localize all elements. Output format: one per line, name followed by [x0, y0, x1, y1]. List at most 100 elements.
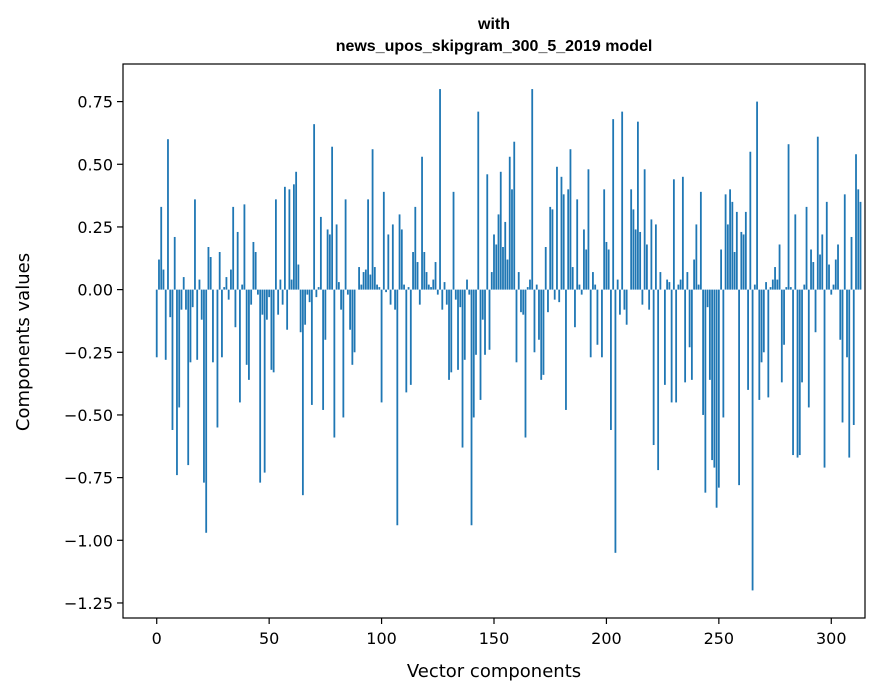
- bar-156: [506, 259, 509, 290]
- y-axis-label: Components values: [13, 253, 34, 431]
- bar-72: [317, 287, 320, 290]
- bar-136: [461, 289, 464, 448]
- bar-266: [753, 284, 756, 290]
- bar-255: [729, 189, 731, 290]
- bar-164: [524, 289, 527, 438]
- bar-286: [798, 289, 801, 456]
- bar-127: [441, 289, 444, 310]
- bar-21: [203, 289, 205, 483]
- bar-100: [380, 289, 383, 403]
- bar-193: [589, 289, 592, 358]
- y-tick-label: −0.25: [64, 343, 113, 362]
- bar-48: [263, 289, 266, 473]
- y-tick-label: −0.75: [64, 469, 113, 488]
- bar-237: [688, 289, 691, 348]
- bar-300: [830, 289, 833, 295]
- bar-105: [391, 224, 394, 290]
- bar-66: [304, 289, 307, 325]
- bar-248: [713, 289, 716, 468]
- bar-228: [668, 282, 671, 290]
- bar-118: [421, 156, 423, 290]
- bar-14: [187, 289, 190, 466]
- bar-208: [623, 289, 626, 310]
- bar-183: [567, 189, 570, 290]
- bar-244: [704, 289, 707, 493]
- x-tick-label: 300: [816, 629, 847, 648]
- bar-57: [283, 186, 286, 290]
- bar-110: [403, 284, 405, 290]
- bar-104: [389, 289, 392, 305]
- bar-79: [333, 289, 336, 438]
- bar-232: [677, 284, 680, 290]
- bar-71: [315, 289, 318, 298]
- bar-32: [227, 289, 230, 300]
- y-tick-label: −1.00: [64, 531, 113, 550]
- bar-271: [765, 282, 767, 290]
- y-axis: 0.75 0.50 0.25 0.00 −0.25 −0.50 −0.75 −1.00 −1.2…: [64, 93, 123, 613]
- bar-31: [225, 277, 228, 290]
- bar-137: [463, 289, 466, 360]
- bar-226: [663, 289, 666, 385]
- bar-276: [776, 279, 779, 290]
- bar-262: [744, 211, 747, 290]
- bar-46: [259, 289, 262, 483]
- y-tick-label: 0.25: [77, 218, 113, 237]
- bar-297: [823, 289, 826, 468]
- bar-305: [841, 289, 844, 423]
- bar-93: [364, 269, 367, 290]
- y-tick-label: −0.50: [64, 406, 113, 425]
- bar-142: [475, 289, 477, 355]
- bar-90: [358, 267, 360, 290]
- bar-177: [553, 289, 556, 300]
- x-tick-label: 200: [591, 629, 622, 648]
- chart-title-line-1: with: [477, 16, 510, 33]
- bar-17: [194, 199, 196, 290]
- bar-24: [209, 257, 212, 290]
- bar-28: [218, 252, 221, 290]
- bar-59: [288, 189, 291, 290]
- bar-231: [675, 289, 678, 403]
- bar-186: [574, 289, 576, 328]
- bar-200: [605, 241, 608, 290]
- bar-120: [425, 272, 428, 290]
- x-tick-label: 250: [704, 629, 735, 648]
- bar-9: [176, 289, 178, 476]
- bar-302: [834, 259, 837, 290]
- bar-179: [558, 289, 561, 303]
- bar-16: [191, 289, 194, 308]
- x-axis: 0 50 100 150 200 250 300: [152, 618, 847, 648]
- bar-220: [650, 219, 653, 290]
- bar-195: [594, 284, 597, 290]
- bar-158: [511, 189, 513, 290]
- bar-51: [270, 289, 273, 370]
- bar-117: [418, 289, 421, 305]
- bar-130: [448, 289, 450, 380]
- bar-74: [322, 289, 325, 410]
- bar-180: [560, 176, 563, 290]
- bar-157: [508, 156, 511, 290]
- bar-201: [607, 249, 610, 290]
- bar-56: [281, 289, 284, 305]
- bar-144: [479, 289, 482, 400]
- bar-260: [740, 231, 743, 290]
- bar-54: [277, 289, 280, 315]
- bar-75: [324, 289, 327, 340]
- bar-296: [821, 234, 824, 290]
- bar-65: [301, 289, 304, 496]
- bar-283: [792, 289, 794, 456]
- x-tick-label: 100: [366, 629, 397, 648]
- bar-2: [160, 206, 163, 290]
- bar-146: [484, 289, 486, 355]
- bar-178: [556, 166, 558, 290]
- bar-154: [502, 247, 504, 290]
- bar-62: [295, 171, 298, 290]
- bar-0: [155, 289, 158, 358]
- bar-167: [531, 89, 534, 290]
- bar-308: [848, 289, 851, 458]
- x-tick-label: 150: [479, 629, 510, 648]
- bar-213: [634, 229, 637, 290]
- bar-307: [846, 289, 848, 358]
- bar-98: [376, 284, 378, 290]
- bar-39: [243, 204, 246, 290]
- bar-209: [625, 289, 628, 325]
